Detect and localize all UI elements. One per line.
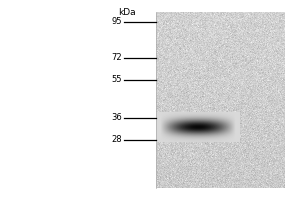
Text: 72: 72 (111, 53, 122, 62)
Text: 28: 28 (111, 136, 122, 144)
Text: 36: 36 (111, 114, 122, 122)
Text: 55: 55 (112, 75, 122, 84)
Bar (0, 0, 156, 200)
Text: 95: 95 (112, 18, 122, 26)
Text: kDa: kDa (118, 8, 136, 17)
